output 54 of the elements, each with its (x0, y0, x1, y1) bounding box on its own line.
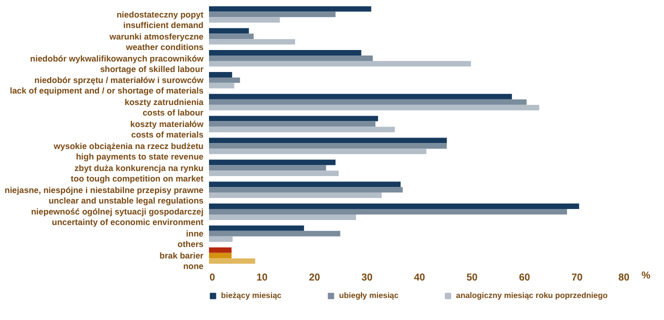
legend-label: ubiegły miesiąc (339, 291, 400, 300)
bar (209, 187, 403, 193)
x-tick-label: 40 (414, 272, 426, 284)
bar (209, 99, 527, 105)
bar (209, 182, 401, 188)
bar (209, 104, 540, 110)
bar (209, 204, 580, 209)
y-tick-label: brak barier none (160, 250, 204, 272)
bar (209, 214, 356, 220)
bar (209, 82, 234, 88)
bar (209, 258, 256, 264)
x-tick-label: 50 (466, 272, 478, 284)
bar (209, 192, 382, 198)
legend-label: bieżący miesiąc (221, 291, 282, 300)
x-tick-label: 70 (571, 272, 583, 284)
bar (209, 17, 280, 23)
bar (209, 126, 395, 132)
bar (209, 56, 373, 62)
bar (209, 72, 232, 78)
bar (209, 12, 336, 18)
bar (209, 34, 254, 40)
bar (209, 6, 372, 12)
bar (209, 160, 336, 166)
y-tick-label: inne others (178, 228, 204, 250)
x-tick-label: 60 (518, 272, 530, 284)
bar (209, 138, 447, 144)
x-tick-label: 20 (308, 272, 320, 284)
y-tick-label: koszty materiałów costs of materials (130, 119, 204, 140)
bar (209, 143, 447, 149)
bar (209, 39, 296, 45)
bar (209, 61, 471, 66)
y-tick-label: zbyt duża konkurencja na rynku too tough competition on market (70, 162, 204, 184)
x-tick-label: 10 (256, 272, 268, 284)
bar (209, 165, 326, 171)
bar (209, 252, 232, 258)
bar (209, 77, 240, 83)
bar (209, 28, 249, 34)
x-axis-title: % (642, 270, 650, 282)
bar (209, 208, 568, 214)
x-tick-label: 30 (361, 272, 373, 284)
bar (209, 50, 362, 56)
bar (209, 230, 340, 236)
bar (209, 148, 426, 154)
x-tick-label: 80 (618, 272, 630, 284)
bar (209, 121, 376, 127)
x-tick-label: 0 (210, 272, 216, 284)
bar (209, 94, 512, 100)
y-tick-label: warunki atmosferyczne weather conditions (108, 31, 204, 52)
bar (209, 116, 378, 122)
bar (209, 225, 304, 231)
legend-label: analogiczny miesiąc roku poprzedniego (456, 291, 608, 300)
bar (209, 170, 339, 176)
bar (209, 247, 232, 253)
bar (209, 236, 233, 242)
